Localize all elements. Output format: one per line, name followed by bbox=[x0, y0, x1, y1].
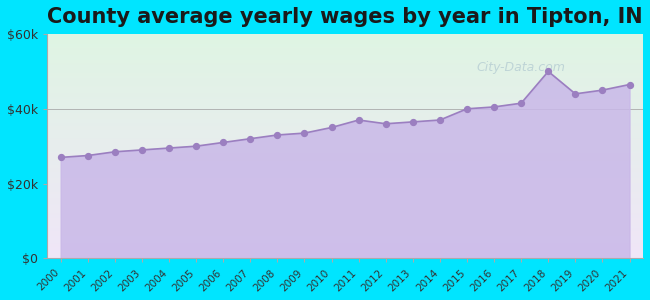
Point bbox=[516, 101, 526, 106]
Point bbox=[299, 131, 309, 136]
Point bbox=[245, 136, 255, 141]
Point bbox=[624, 82, 634, 87]
Point bbox=[55, 155, 66, 160]
Text: City-Data.com: City-Data.com bbox=[476, 61, 565, 74]
Point bbox=[164, 146, 174, 150]
Point bbox=[462, 106, 472, 111]
Point bbox=[380, 122, 391, 126]
Point bbox=[408, 119, 418, 124]
Point bbox=[543, 69, 553, 74]
Point bbox=[570, 92, 580, 96]
Point bbox=[136, 148, 147, 152]
Point bbox=[83, 153, 93, 158]
Title: County average yearly wages by year in Tipton, IN: County average yearly wages by year in T… bbox=[47, 7, 643, 27]
Point bbox=[597, 88, 608, 92]
Point bbox=[326, 125, 337, 130]
Point bbox=[218, 140, 228, 145]
Point bbox=[272, 133, 283, 137]
Point bbox=[489, 104, 499, 109]
Point bbox=[191, 144, 202, 148]
Point bbox=[354, 118, 364, 122]
Point bbox=[110, 149, 120, 154]
Point bbox=[435, 118, 445, 122]
